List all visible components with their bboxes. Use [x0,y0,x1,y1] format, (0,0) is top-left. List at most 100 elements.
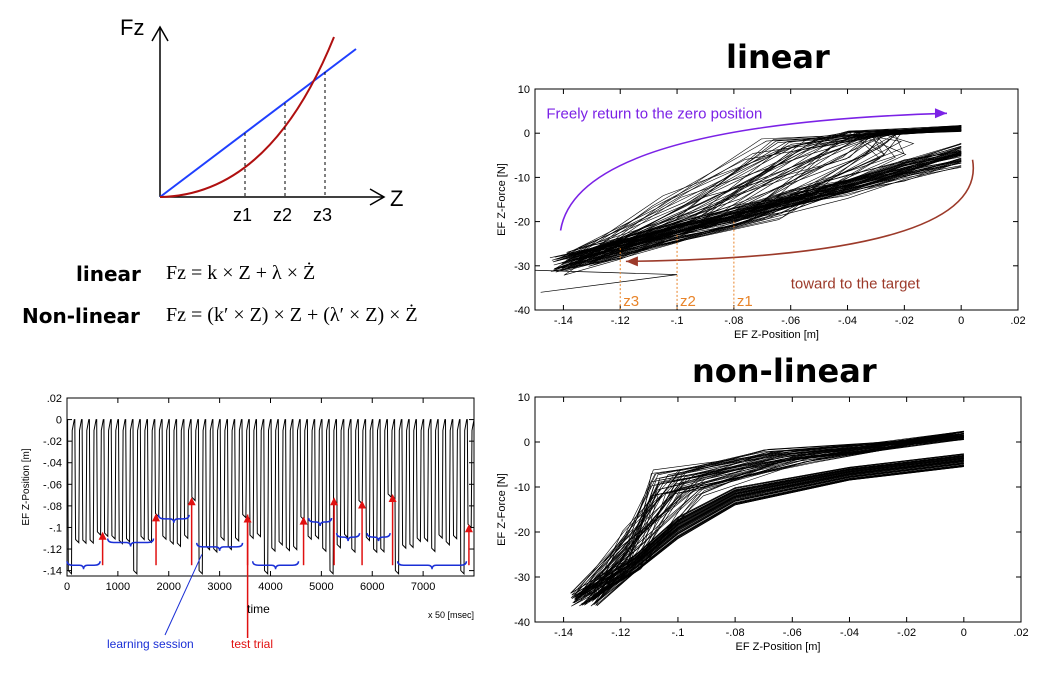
linear-trajectory [561,129,962,270]
y-tick-label: -40 [514,305,530,317]
x-tick-label: 7000 [411,581,435,593]
test-trial-label: test trial [231,637,273,651]
x-tick-label: 2000 [157,581,181,593]
x-tick-label: 0 [958,315,964,327]
return-annotation: Freely return to the zero position [546,105,762,122]
concept-marker-z1: z1 [233,205,252,225]
concept-linear-line [159,48,357,198]
x-tick-label: -.08 [726,627,745,639]
y-tick-label: 0 [524,128,530,140]
test-trial-arrowhead [464,524,473,533]
equation-nonlinear-formula: Fz = (k′ × Z) × Z + (λ′ × Z) × Ż [166,304,418,326]
linear-trajectory-outlier [535,269,678,293]
y-tick-label: 0 [524,437,530,449]
x-axis-label: time [247,602,270,616]
linear-trajectory [551,130,962,261]
y-tick-label: -.06 [43,479,62,491]
linear-trajectory [564,128,962,272]
nonlinear-trajectory [574,434,964,595]
target-arrowhead [625,256,638,267]
y-axis-label: EF Z-Position [m] [21,448,32,525]
y-tick-label: 10 [518,392,530,404]
nonlinear-force-position-chart: -.14 -.12 -.1 -.08 -.06 -.04 -.02 0 .02 -40 -30 -20… [496,392,1029,653]
learning-callout-line [164,554,203,636]
x-tick-label: -.02 [897,627,916,639]
y-tick-label: 0 [56,415,62,427]
concept-x-arrowhead [369,188,386,206]
y-tick-label: -40 [514,617,530,629]
linear-trajectory [552,129,962,263]
learning-session-brace [66,561,101,570]
y-tick-label: 10 [518,84,530,96]
test-trial-arrowhead [98,531,107,540]
y-tick-label: -20 [514,217,530,229]
test-trial-arrowhead [299,516,308,525]
nonlinear-trajectory-group [570,430,964,607]
concept-y-arrowhead [151,25,169,42]
concept-marker-z2: z2 [273,205,292,225]
nonlinear-trajectory [580,433,964,601]
y-tick-label: -20 [514,527,530,539]
z-marker-label: z1 [737,293,753,310]
x-tick-label: 4000 [258,581,282,593]
x-tick-label: 3000 [207,581,231,593]
x-tick-label: -.1 [671,315,684,327]
y-tick-label: -30 [514,572,530,584]
plot-frame [66,397,475,577]
linear-force-position-chart: -.14 -.12 -.1 -.08 -.06 -.04 -.02 0 .02 -40 -30 -20… [496,84,1026,341]
linear-trajectory [561,129,962,271]
x-axis-label: EF Z-Position [m] [734,329,819,341]
x-tick-label: 6000 [360,581,384,593]
x-tick-label: 5000 [309,581,333,593]
x-tick-label: -.04 [840,627,859,639]
test-trial-arrowhead [358,500,367,509]
linear-trajectory [591,130,962,253]
x-tick-label: -.14 [554,315,573,327]
y-tick-label: .02 [47,393,62,405]
test-trial-arrowhead [187,497,196,506]
x-tick-label: -.08 [724,315,743,327]
return-arrowhead [934,108,947,119]
y-tick-label: -.02 [43,436,62,448]
learning-session-label: learning session [107,637,194,651]
x-tick-label: -.06 [781,315,800,327]
linear-trajectory-group [535,125,962,293]
y-tick-label: -.08 [43,501,62,513]
nonlinear-trajectory [570,438,964,594]
x-tick-label: .02 [1013,627,1028,639]
return-arrow [559,112,947,231]
target-annotation: toward to the target [791,275,921,292]
concept-nonlinear-curve [159,36,335,198]
x-axis-unit: x 50 [msec] [428,610,474,620]
linear-trajectory [563,127,962,263]
linear-trajectory [550,125,962,272]
y-tick-label: -.12 [43,544,62,556]
x-tick-label: -.06 [783,627,802,639]
equation-linear-label: linear [76,262,141,286]
y-tick-label: -10 [514,482,530,494]
target-arrow [625,159,975,263]
x-tick-label: 0 [961,627,967,639]
x-tick-label: -.1 [672,627,685,639]
y-tick-label: -30 [514,261,530,273]
concept-y-label: Fz [120,15,144,40]
position-trace [67,419,474,576]
nonlinear-trajectory [588,435,964,597]
nonlinear-trajectory [574,434,964,598]
x-tick-label: .02 [1010,315,1025,327]
test-trial-arrowhead [330,497,339,506]
y-tick-label: -10 [514,172,530,184]
concept-x-label: Z [390,186,403,211]
x-tick-label: -.04 [838,315,857,327]
equation-nonlinear-label: Non-linear [22,304,140,328]
y-axis-label: EF Z-Force [N] [496,473,508,546]
nonlinear-trajectory [573,431,964,604]
x-axis-label: EF Z-Position [m] [736,641,821,653]
nonlinear-trajectory [579,439,964,607]
test-trial-arrowhead [152,513,161,522]
concept-diagram: Fz Z z1 z2 z3 [120,15,403,225]
nonlinear-chart-title: non-linear [692,352,877,390]
linear-trajectory [588,125,962,267]
x-tick-label: -.14 [554,627,573,639]
